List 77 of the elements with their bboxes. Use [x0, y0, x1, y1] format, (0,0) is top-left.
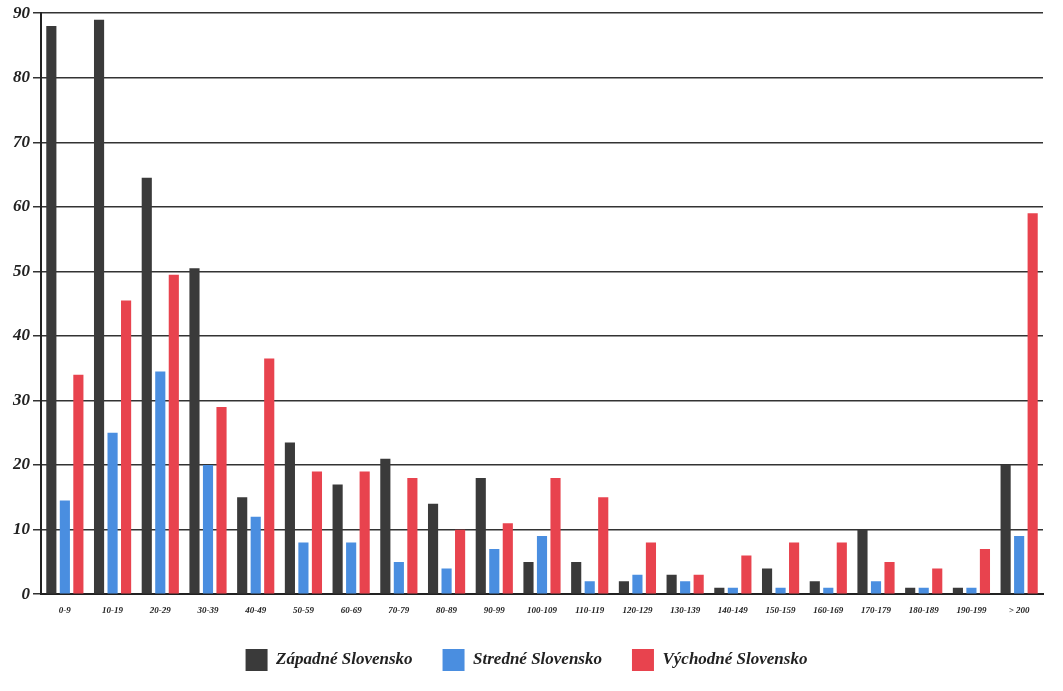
- bar: [311, 471, 323, 594]
- bar: [584, 581, 595, 594]
- bar: [741, 555, 752, 594]
- x-tick-label: 30-39: [196, 604, 219, 615]
- bar: [666, 574, 677, 594]
- x-tick-label: > 200: [1008, 604, 1031, 615]
- bar: [618, 581, 629, 594]
- y-tick-label: 90: [13, 2, 31, 22]
- bar: [550, 478, 561, 594]
- bar: [489, 549, 500, 594]
- bar: [264, 358, 275, 594]
- bar: [359, 471, 370, 594]
- bar: [884, 561, 895, 594]
- y-tick-label: 30: [12, 389, 31, 409]
- bar: [502, 523, 513, 594]
- bar: [932, 568, 943, 594]
- bar: [250, 516, 261, 594]
- bar: [536, 536, 548, 594]
- bar: [979, 549, 991, 594]
- bar: [1027, 213, 1038, 594]
- bar: [346, 542, 357, 594]
- x-tick-label: 120-129: [622, 604, 653, 615]
- y-tick-label: 20: [12, 454, 31, 474]
- y-tick-label: 0: [21, 583, 31, 603]
- x-tick-label: 150-159: [765, 604, 797, 615]
- x-tick-label: 190-199: [956, 604, 987, 615]
- bar: [155, 371, 166, 594]
- x-tick-label: 160-169: [813, 604, 844, 615]
- bar: [168, 274, 179, 594]
- x-tick-label: 60-69: [340, 604, 363, 615]
- bar: [1014, 536, 1025, 594]
- bar: [598, 497, 609, 594]
- bar: [393, 561, 404, 594]
- bar: [202, 465, 214, 594]
- y-tick-label: 50: [13, 260, 31, 280]
- bar: [571, 561, 582, 594]
- x-tick-label: 10-19: [102, 604, 124, 615]
- bar: [59, 500, 70, 594]
- bar: [298, 542, 309, 594]
- bar: [645, 542, 657, 594]
- bar: [789, 542, 800, 594]
- x-tick-label: 20-29: [148, 604, 172, 615]
- bar: [693, 574, 704, 594]
- x-tick-label: 100-109: [527, 604, 558, 615]
- x-tick-label: 70-79: [388, 604, 410, 615]
- y-tick-label: 40: [12, 325, 31, 345]
- x-tick-label: 40-49: [244, 604, 267, 615]
- legend-label: Západné Slovensko: [275, 649, 413, 669]
- y-tick-label: 80: [13, 67, 31, 87]
- legend-label: Stredné Slovensko: [473, 649, 602, 669]
- bar: [407, 478, 418, 594]
- bar: [523, 561, 534, 594]
- x-tick-label: 140-149: [717, 604, 749, 615]
- legend-label: Východné Slovensko: [662, 649, 808, 669]
- x-tick-label: 130-139: [670, 604, 701, 615]
- bar: [216, 406, 227, 594]
- x-tick-label: 50-59: [292, 604, 315, 615]
- x-tick-label: 180-189: [908, 604, 940, 615]
- bar: [870, 581, 882, 594]
- bar: [73, 374, 84, 594]
- y-tick-label: 10: [13, 519, 31, 539]
- bar: [121, 300, 132, 594]
- bar: [809, 581, 820, 594]
- x-tick-label: 0-9: [58, 604, 72, 615]
- bar: [107, 432, 118, 594]
- bar: [836, 542, 847, 594]
- bar: [680, 581, 691, 594]
- bar: [632, 574, 643, 594]
- x-tick-label: 80-89: [436, 604, 458, 615]
- y-tick-label: 70: [13, 131, 31, 151]
- bar: [761, 568, 773, 594]
- x-tick-label: 170-179: [861, 604, 892, 615]
- bar: [455, 529, 466, 594]
- x-tick-label: 90-99: [483, 604, 506, 615]
- y-tick-label: 60: [13, 196, 31, 216]
- x-tick-label: 110-119: [575, 604, 605, 615]
- bar: [441, 568, 452, 594]
